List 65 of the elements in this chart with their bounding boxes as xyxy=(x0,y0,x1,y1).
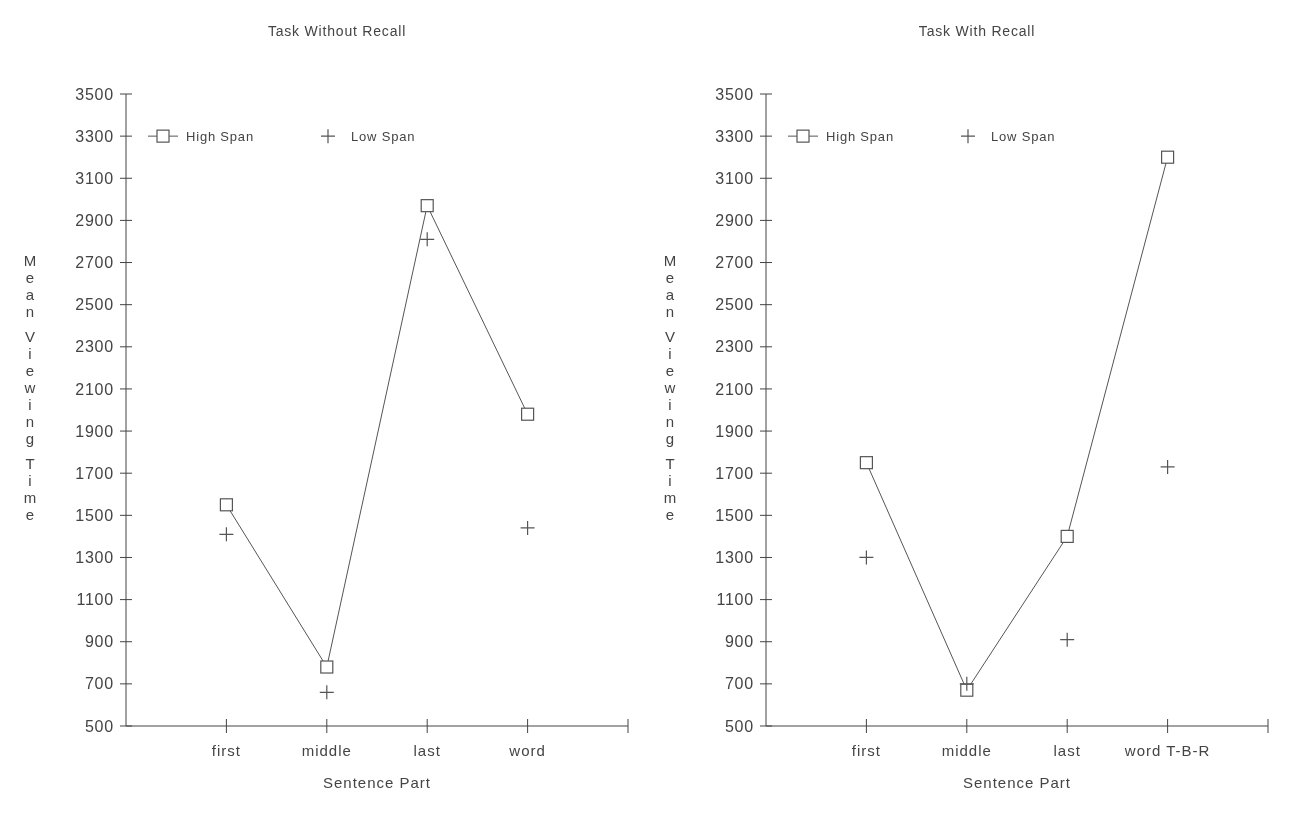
y-tick-label: 900 xyxy=(84,633,114,651)
point xyxy=(959,676,975,692)
y-tick-label: 1700 xyxy=(75,464,114,482)
point xyxy=(1060,529,1074,543)
y-tick-label: 700 xyxy=(84,675,114,693)
y-tick-label: 1500 xyxy=(75,506,114,524)
point xyxy=(320,660,334,674)
y-tick-label: 1300 xyxy=(75,549,114,567)
point xyxy=(858,549,874,566)
y-tick-label: 2700 xyxy=(75,254,114,272)
y-tick-label: 2900 xyxy=(75,212,114,229)
x-tick-label: first xyxy=(851,742,881,759)
y-tick-label: 3300 xyxy=(715,127,754,145)
legend-label: Low Span xyxy=(351,128,416,144)
point xyxy=(1059,632,1075,648)
y-tick-label: 2300 xyxy=(715,338,754,356)
y-tick-label: 3100 xyxy=(715,169,754,187)
point xyxy=(520,520,536,536)
point xyxy=(319,684,335,700)
y-tick-label: 1100 xyxy=(716,591,754,609)
y-tick-label: 2700 xyxy=(715,254,754,272)
y-tick-label: 2100 xyxy=(75,380,114,398)
x-tick-label: middle xyxy=(941,742,992,759)
point xyxy=(420,199,434,213)
x-tick-label: word xyxy=(508,742,546,759)
point xyxy=(521,407,535,421)
point xyxy=(219,498,233,512)
x-axis-title: Sentence Part xyxy=(322,774,432,791)
x-axis-title: Sentence Part xyxy=(962,774,1072,791)
y-tick-label: 1300 xyxy=(715,549,754,567)
x-tick-label: last xyxy=(1053,742,1081,759)
y-tick-label: 3100 xyxy=(75,169,114,187)
x-tick-label: last xyxy=(413,742,441,759)
y-tick-label: 2100 xyxy=(715,380,754,398)
y-tick-label: 2500 xyxy=(715,296,754,314)
y-tick-label: 500 xyxy=(724,717,754,735)
y-tick-label: 1100 xyxy=(76,591,114,609)
legend-label: High Span xyxy=(826,128,894,144)
y-tick-label: 1900 xyxy=(75,422,114,440)
y-tick-label: 1500 xyxy=(715,506,754,524)
y-tick-label: 2500 xyxy=(75,296,114,314)
point xyxy=(1160,459,1176,475)
y-tick-label: 1700 xyxy=(715,464,754,482)
chart-title: Task Without Recall xyxy=(267,23,407,39)
text: Mean Viewing Time xyxy=(663,251,677,523)
y-tick-label: 700 xyxy=(724,675,754,693)
y-tick-label: 500 xyxy=(84,717,114,735)
y-tick-label: 900 xyxy=(724,633,754,651)
point xyxy=(859,456,873,470)
y-tick-label: 3300 xyxy=(75,127,114,145)
point xyxy=(1161,150,1175,164)
point xyxy=(419,231,435,247)
y-tick-label: 1900 xyxy=(715,422,754,440)
x-tick-label: first xyxy=(211,742,241,759)
x-tick-label: word T-B-R xyxy=(1123,742,1211,759)
legend-label: High Span xyxy=(186,128,254,144)
y-tick-label: 2900 xyxy=(715,212,754,229)
y-tick-label: 2300 xyxy=(75,338,114,356)
y-tick-label: 3500 xyxy=(715,85,754,103)
y-tick-label: 3500 xyxy=(75,85,114,103)
point xyxy=(218,526,234,542)
x-tick-label: middle xyxy=(301,742,352,759)
chart-title: Task With Recall xyxy=(918,23,1036,39)
legend-label: Low Span xyxy=(991,128,1056,144)
text: Mean Viewing Time xyxy=(23,251,37,523)
